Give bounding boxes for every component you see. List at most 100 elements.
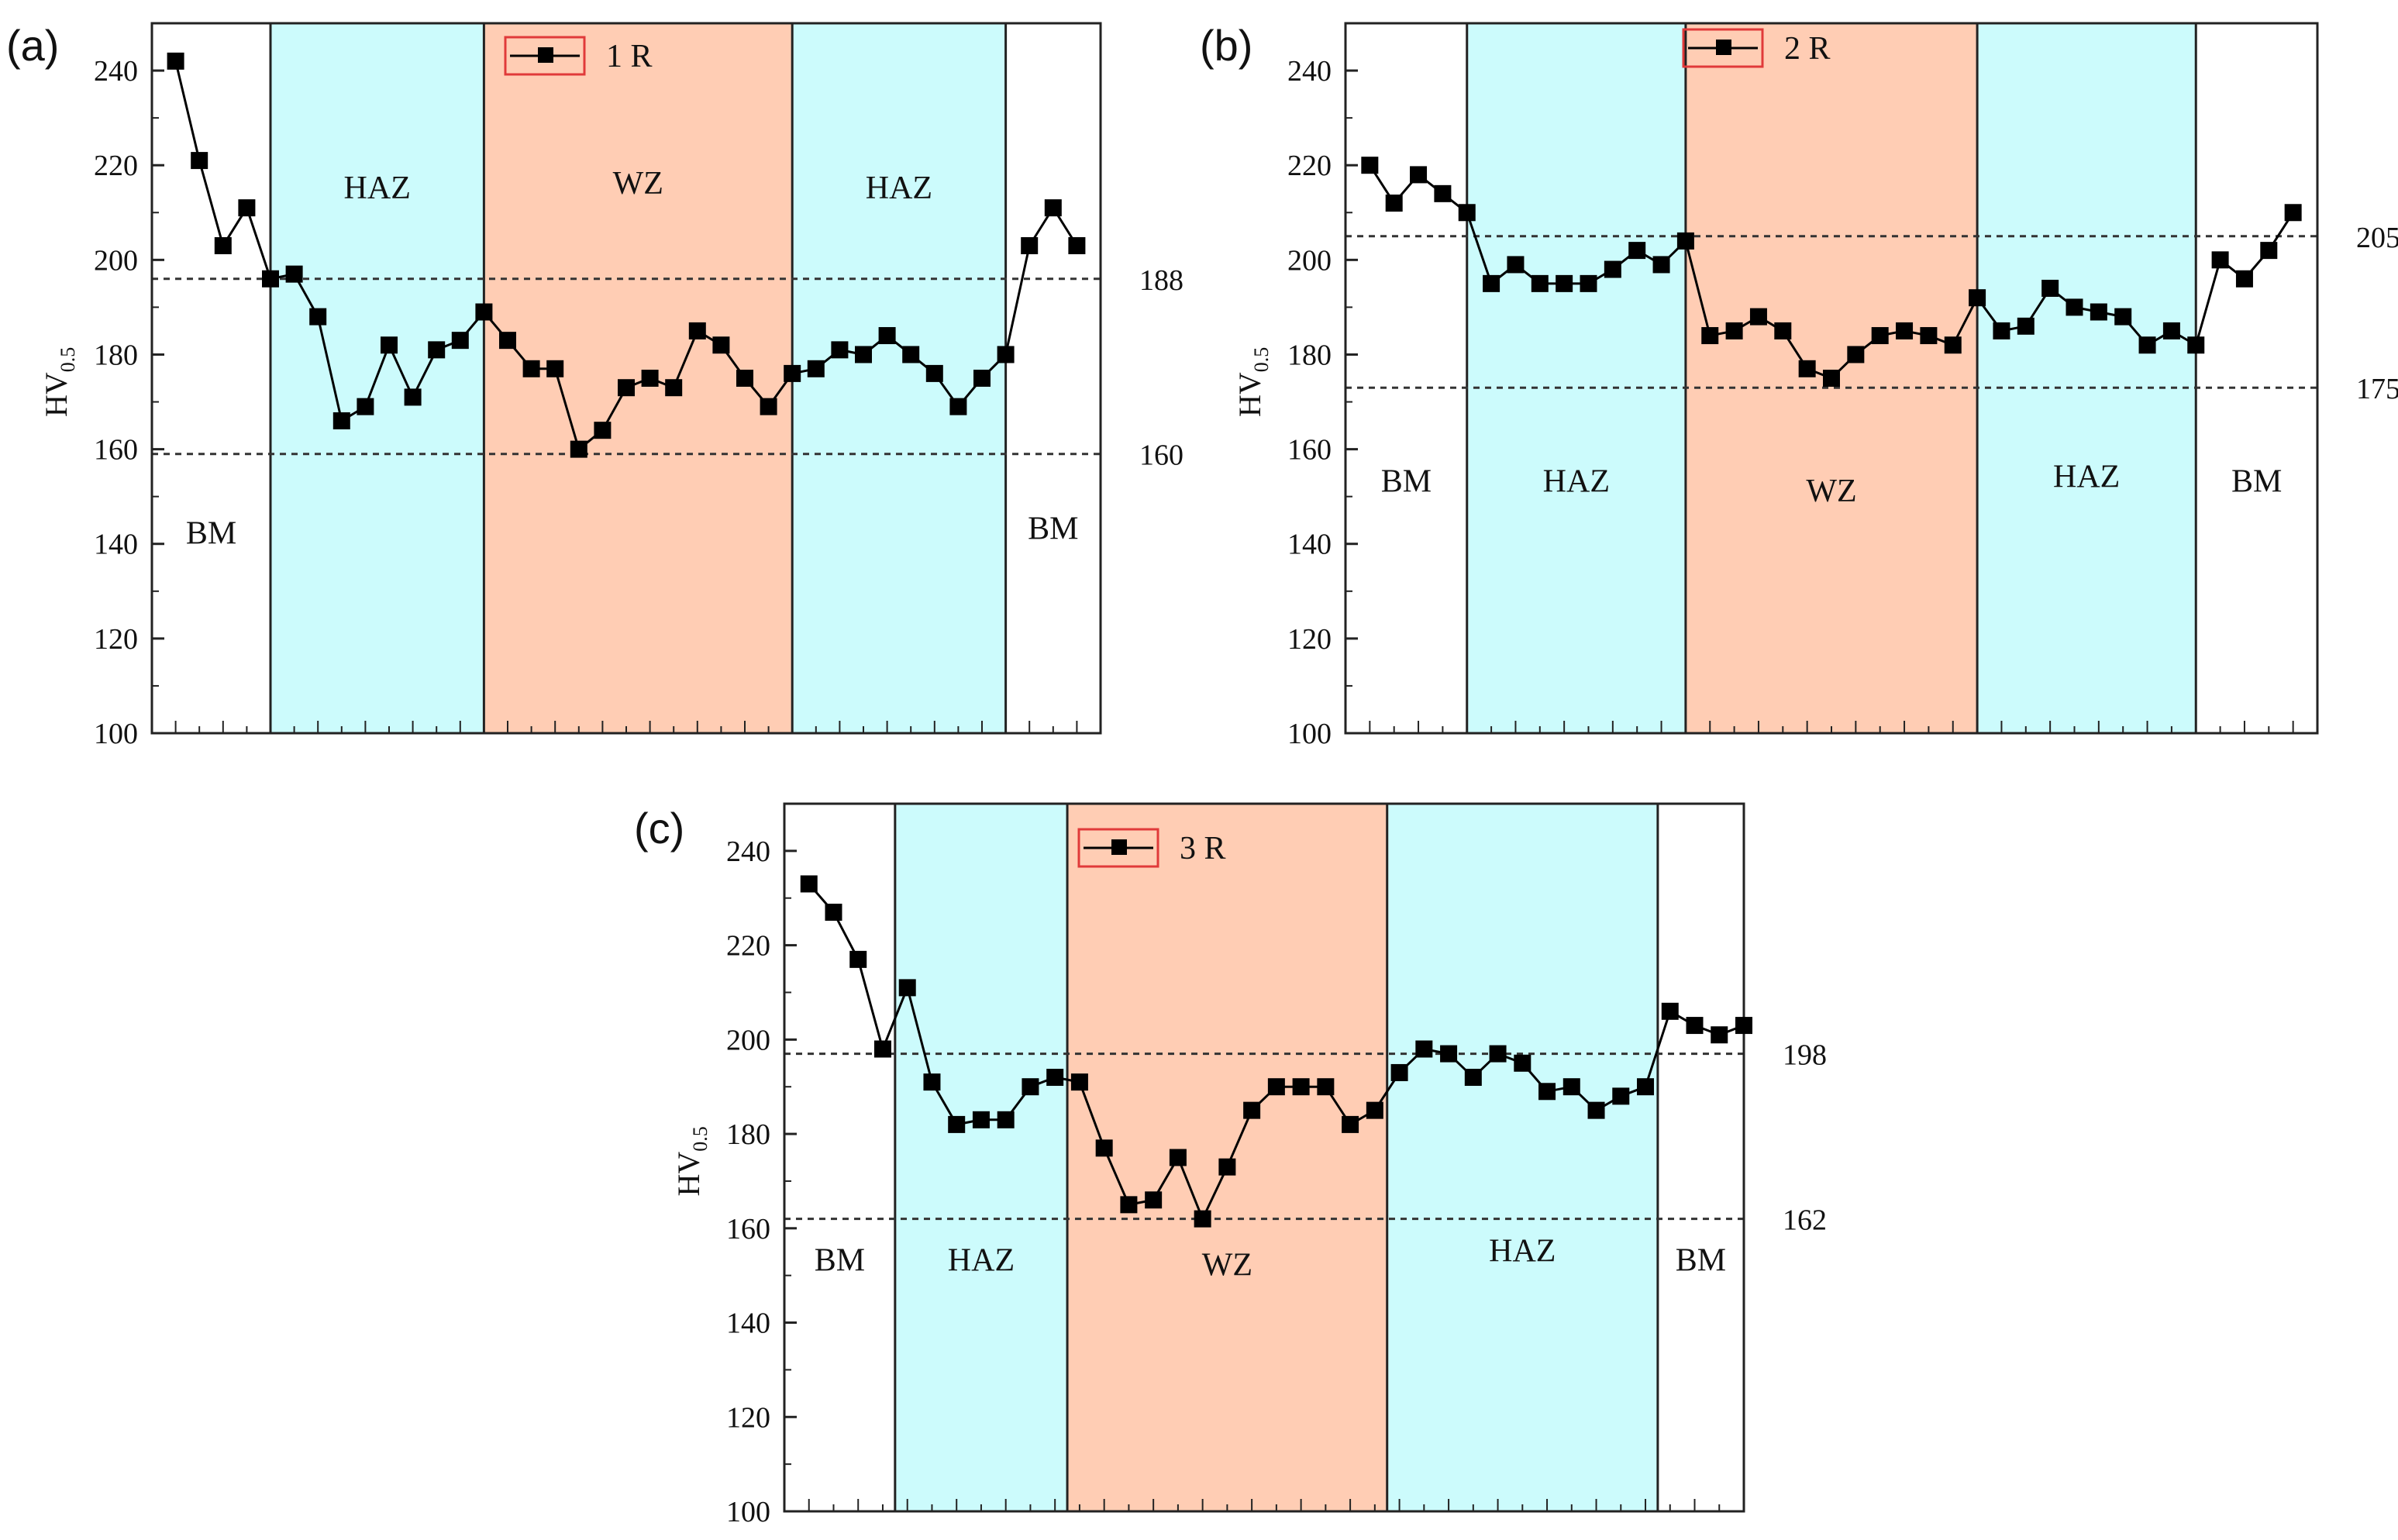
- data-point: [1317, 1078, 1335, 1096]
- data-point: [404, 388, 422, 406]
- data-point: [1628, 242, 1646, 260]
- data-point: [1514, 1054, 1531, 1072]
- data-point: [972, 1111, 990, 1128]
- data-point: [1531, 274, 1549, 292]
- data-point: [546, 360, 564, 377]
- data-point: [898, 979, 916, 997]
- zone-label-haz: HAZ: [866, 171, 932, 206]
- zone-label-haz: HAZ: [948, 1243, 1015, 1279]
- zone-band-bm: [1345, 23, 1467, 733]
- data-point: [1194, 1210, 1211, 1228]
- panel-a: BM HAZ WZ HAZ BM 188 160 100 120 140 160 180 200 220 2…: [6, 21, 1183, 750]
- y-tick-label: 240: [94, 55, 138, 88]
- data-point: [2114, 308, 2132, 326]
- data-point: [2041, 279, 2059, 297]
- data-point: [1507, 256, 1525, 274]
- data-point: [1169, 1149, 1187, 1166]
- data-point: [1483, 274, 1500, 292]
- data-point: [2235, 270, 2253, 288]
- data-point: [760, 398, 777, 415]
- data-point: [1944, 336, 1962, 354]
- data-point: [949, 398, 967, 415]
- data-point: [948, 1115, 966, 1133]
- data-point: [997, 1111, 1015, 1128]
- data-point: [1068, 237, 1086, 255]
- data-point: [1920, 327, 1938, 345]
- panel-label: (c): [634, 804, 684, 853]
- data-point: [2162, 322, 2180, 339]
- data-point: [1823, 370, 1840, 387]
- data-point: [332, 412, 350, 429]
- legend-box: [1077, 828, 1159, 868]
- zone-label-bm: BM: [1028, 512, 1078, 547]
- zone-band-haz: [1466, 23, 1686, 733]
- zone-band-wz: [1067, 804, 1387, 1511]
- data-point: [825, 903, 842, 921]
- data-point: [1676, 232, 1694, 250]
- data-point: [2284, 204, 2302, 222]
- data-point: [1798, 360, 1816, 377]
- data-point: [688, 322, 706, 339]
- legend-label: 1 R: [606, 39, 653, 74]
- data-point: [878, 327, 896, 345]
- y-axis-title: HV0.5: [39, 347, 79, 417]
- legend-box: [504, 36, 586, 76]
- data-point: [1390, 1063, 1408, 1081]
- y-tick-label: 160: [1287, 434, 1332, 467]
- data-point: [712, 336, 730, 354]
- data-point: [1489, 1045, 1507, 1063]
- reference-line-label: 175: [2356, 373, 2398, 405]
- zone-label-haz: HAZ: [344, 171, 411, 206]
- data-point: [1464, 1069, 1482, 1087]
- data-point: [923, 1073, 941, 1091]
- data-point: [522, 360, 540, 377]
- data-point: [309, 308, 327, 326]
- data-point: [285, 265, 303, 283]
- data-point: [1267, 1078, 1285, 1096]
- data-point: [1361, 157, 1379, 174]
- zone-label-wz: WZ: [613, 166, 663, 202]
- y-axis-title-subscript: 0.5: [689, 1126, 711, 1152]
- reference-line-label: 162: [1783, 1204, 1827, 1237]
- data-point: [570, 440, 587, 458]
- y-tick-label: 120: [726, 1401, 770, 1434]
- zone-label-bm: BM: [1381, 464, 1432, 500]
- data-point: [1969, 289, 1986, 307]
- y-axis-title-main: HV: [671, 1152, 706, 1197]
- data-point: [1046, 1069, 1064, 1087]
- data-point: [1538, 1083, 1556, 1101]
- data-point: [855, 346, 872, 363]
- legend-label: 3 R: [1180, 831, 1226, 866]
- data-point: [1749, 308, 1767, 326]
- y-tick-label: 160: [94, 434, 138, 467]
- zone-band-bm: [1657, 804, 1744, 1511]
- zone-label-bm: BM: [1676, 1243, 1726, 1279]
- data-point: [262, 270, 279, 288]
- y-tick-label: 220: [1287, 150, 1332, 182]
- data-point: [1292, 1078, 1310, 1096]
- data-point: [1580, 274, 1597, 292]
- data-point: [1562, 1078, 1580, 1096]
- data-point: [1440, 1045, 1458, 1063]
- data-point: [475, 303, 493, 321]
- data-point: [1342, 1115, 1359, 1133]
- panel-c: BM HAZ WZ HAZ BM 198 162 100 120 140 160 180 200 220 2…: [634, 802, 1827, 1528]
- zone-band-bm: [1005, 23, 1101, 733]
- data-point: [1612, 1087, 1630, 1105]
- data-point: [1896, 322, 1914, 339]
- reference-line-label: 205: [2356, 222, 2398, 254]
- y-axis-title: HV0.5: [1232, 347, 1273, 417]
- reference-line-label: 198: [1783, 1039, 1827, 1072]
- data-point: [1637, 1078, 1655, 1096]
- y-axis-title-subscript: 0.5: [1250, 347, 1273, 373]
- y-tick-label: 200: [94, 244, 138, 277]
- data-point: [1993, 322, 2010, 339]
- data-point: [191, 152, 208, 170]
- data-point: [451, 332, 469, 350]
- y-axis-title-main: HV: [39, 372, 74, 417]
- data-point: [1711, 1026, 1728, 1044]
- data-point: [2066, 298, 2083, 316]
- data-point: [1366, 1101, 1383, 1119]
- data-point: [925, 364, 943, 382]
- data-point: [2211, 251, 2229, 269]
